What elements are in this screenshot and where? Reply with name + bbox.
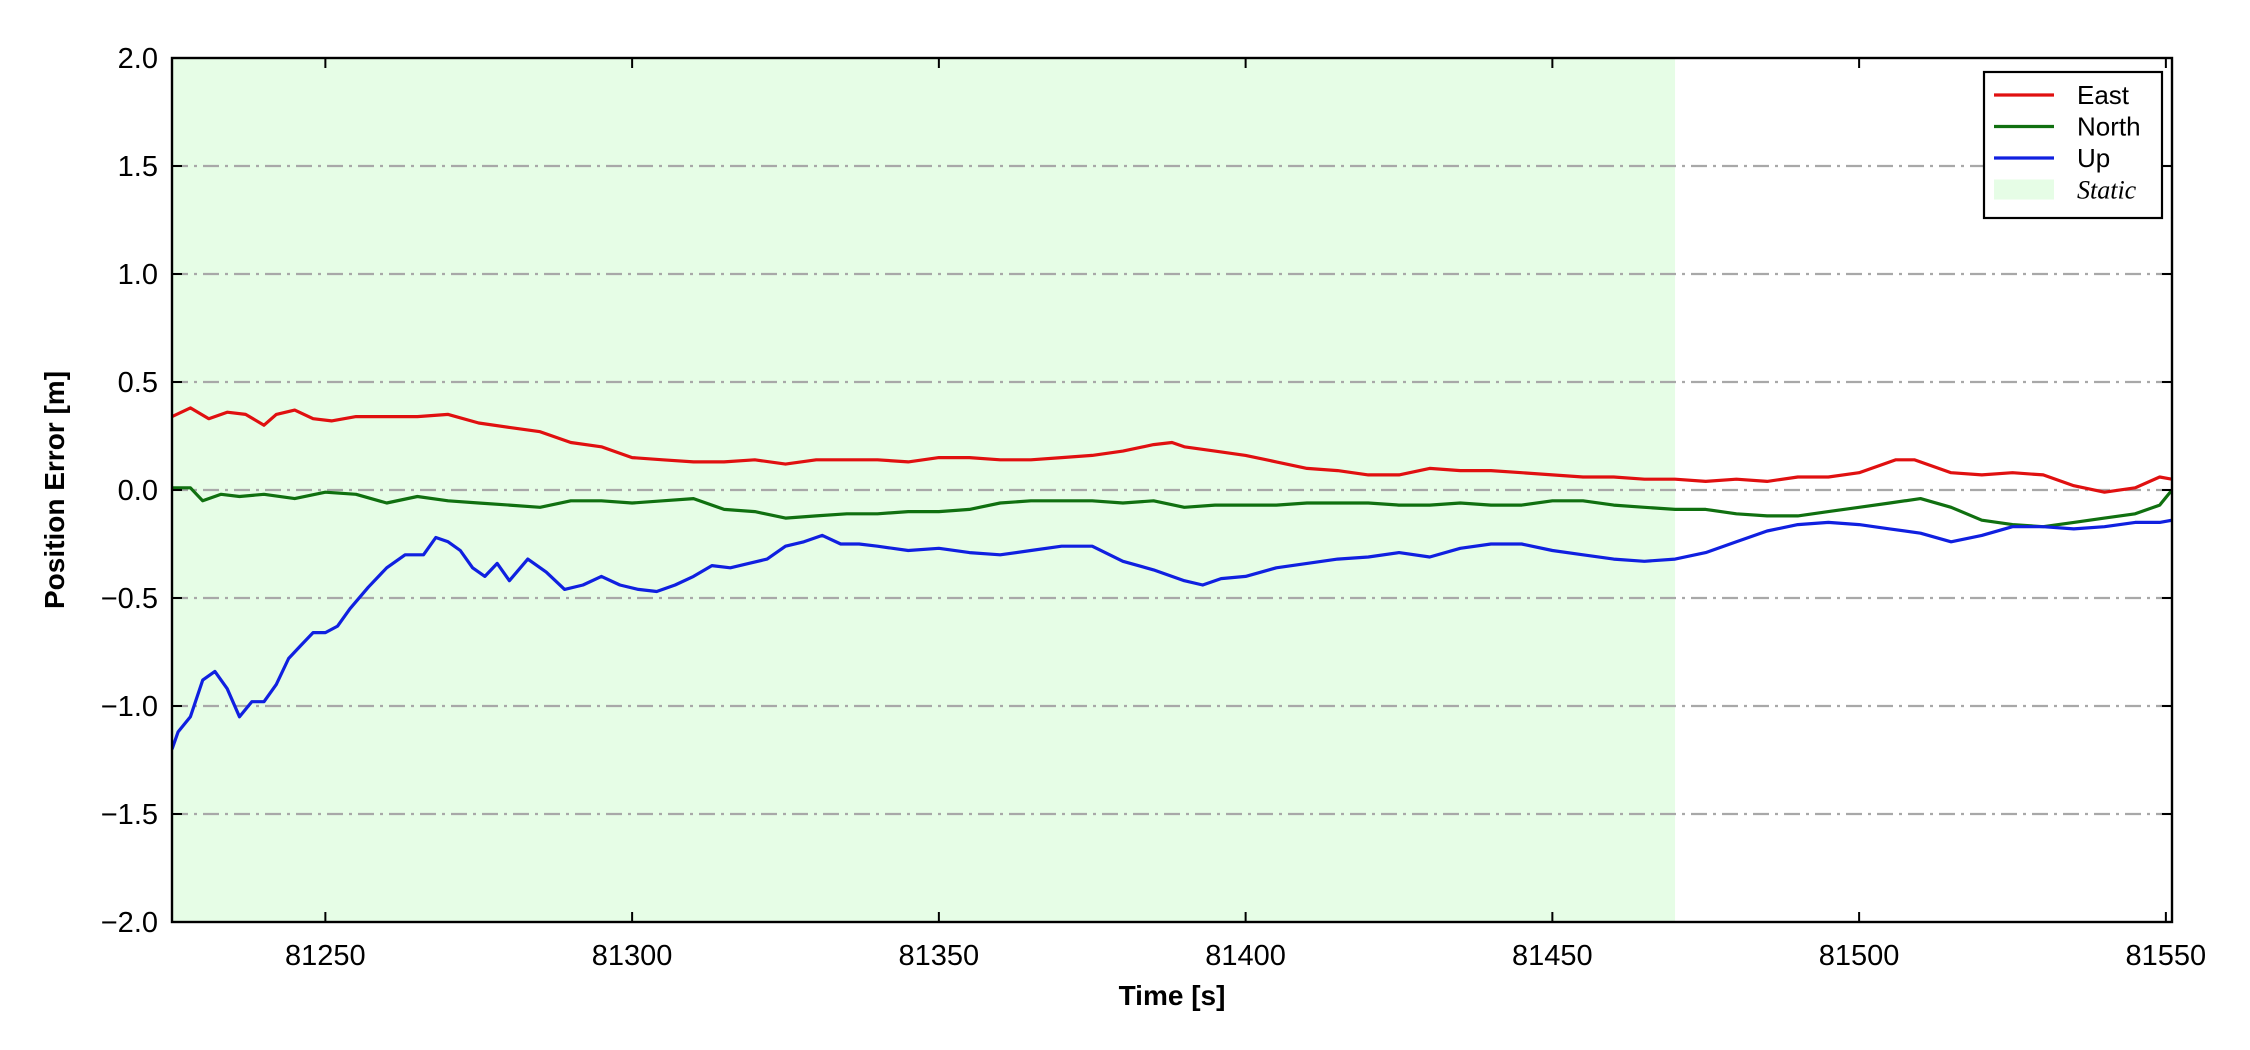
grid-layer — [172, 164, 2172, 816]
legend-label-north: North — [2077, 112, 2141, 142]
x-tick-label: 81400 — [1205, 940, 1286, 972]
y-tick-label: −0.5 — [101, 583, 158, 615]
x-tick-label: 81500 — [1819, 940, 1900, 972]
y-tick-label: −2.0 — [101, 907, 158, 939]
y-tick-label: 0.0 — [118, 475, 158, 507]
legend-swatch-static — [1994, 179, 2054, 200]
y-tick-label: 2.0 — [118, 43, 158, 75]
series-line-east — [172, 406, 2172, 494]
y-tick-label: −1.0 — [101, 691, 158, 723]
x-tick-label: 81250 — [285, 940, 366, 972]
series-layer — [172, 406, 2172, 750]
x-tick-label: 81450 — [1512, 940, 1593, 972]
x-tick-label: 81300 — [592, 940, 673, 972]
series-line-north — [172, 486, 2172, 529]
x-axis-title: Time [s] — [1119, 980, 1226, 1011]
y-tick-label: 1.0 — [118, 259, 158, 291]
x-tick-label: 81350 — [899, 940, 980, 972]
y-tick-label: 0.5 — [118, 367, 158, 399]
legend-label-up: Up — [2077, 143, 2110, 173]
series-line-up — [172, 518, 2172, 750]
legend-label-east: East — [2077, 80, 2130, 110]
y-tick-label: −1.5 — [101, 799, 158, 831]
x-tick-label: 81550 — [2126, 940, 2207, 972]
y-axis-title: Position Error [m] — [39, 371, 70, 609]
legend-label-static: Static — [2077, 176, 2137, 205]
y-tick-label: 1.5 — [118, 151, 158, 183]
axes-layer: 81250 81300 81350 81400 81450 81500 81550 −2.0 −… — [101, 43, 2206, 972]
